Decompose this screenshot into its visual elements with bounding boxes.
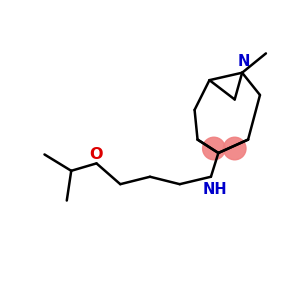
Text: NH: NH <box>202 182 227 197</box>
Circle shape <box>202 137 225 160</box>
Text: N: N <box>237 54 250 69</box>
Circle shape <box>224 137 246 160</box>
Text: O: O <box>90 147 103 162</box>
